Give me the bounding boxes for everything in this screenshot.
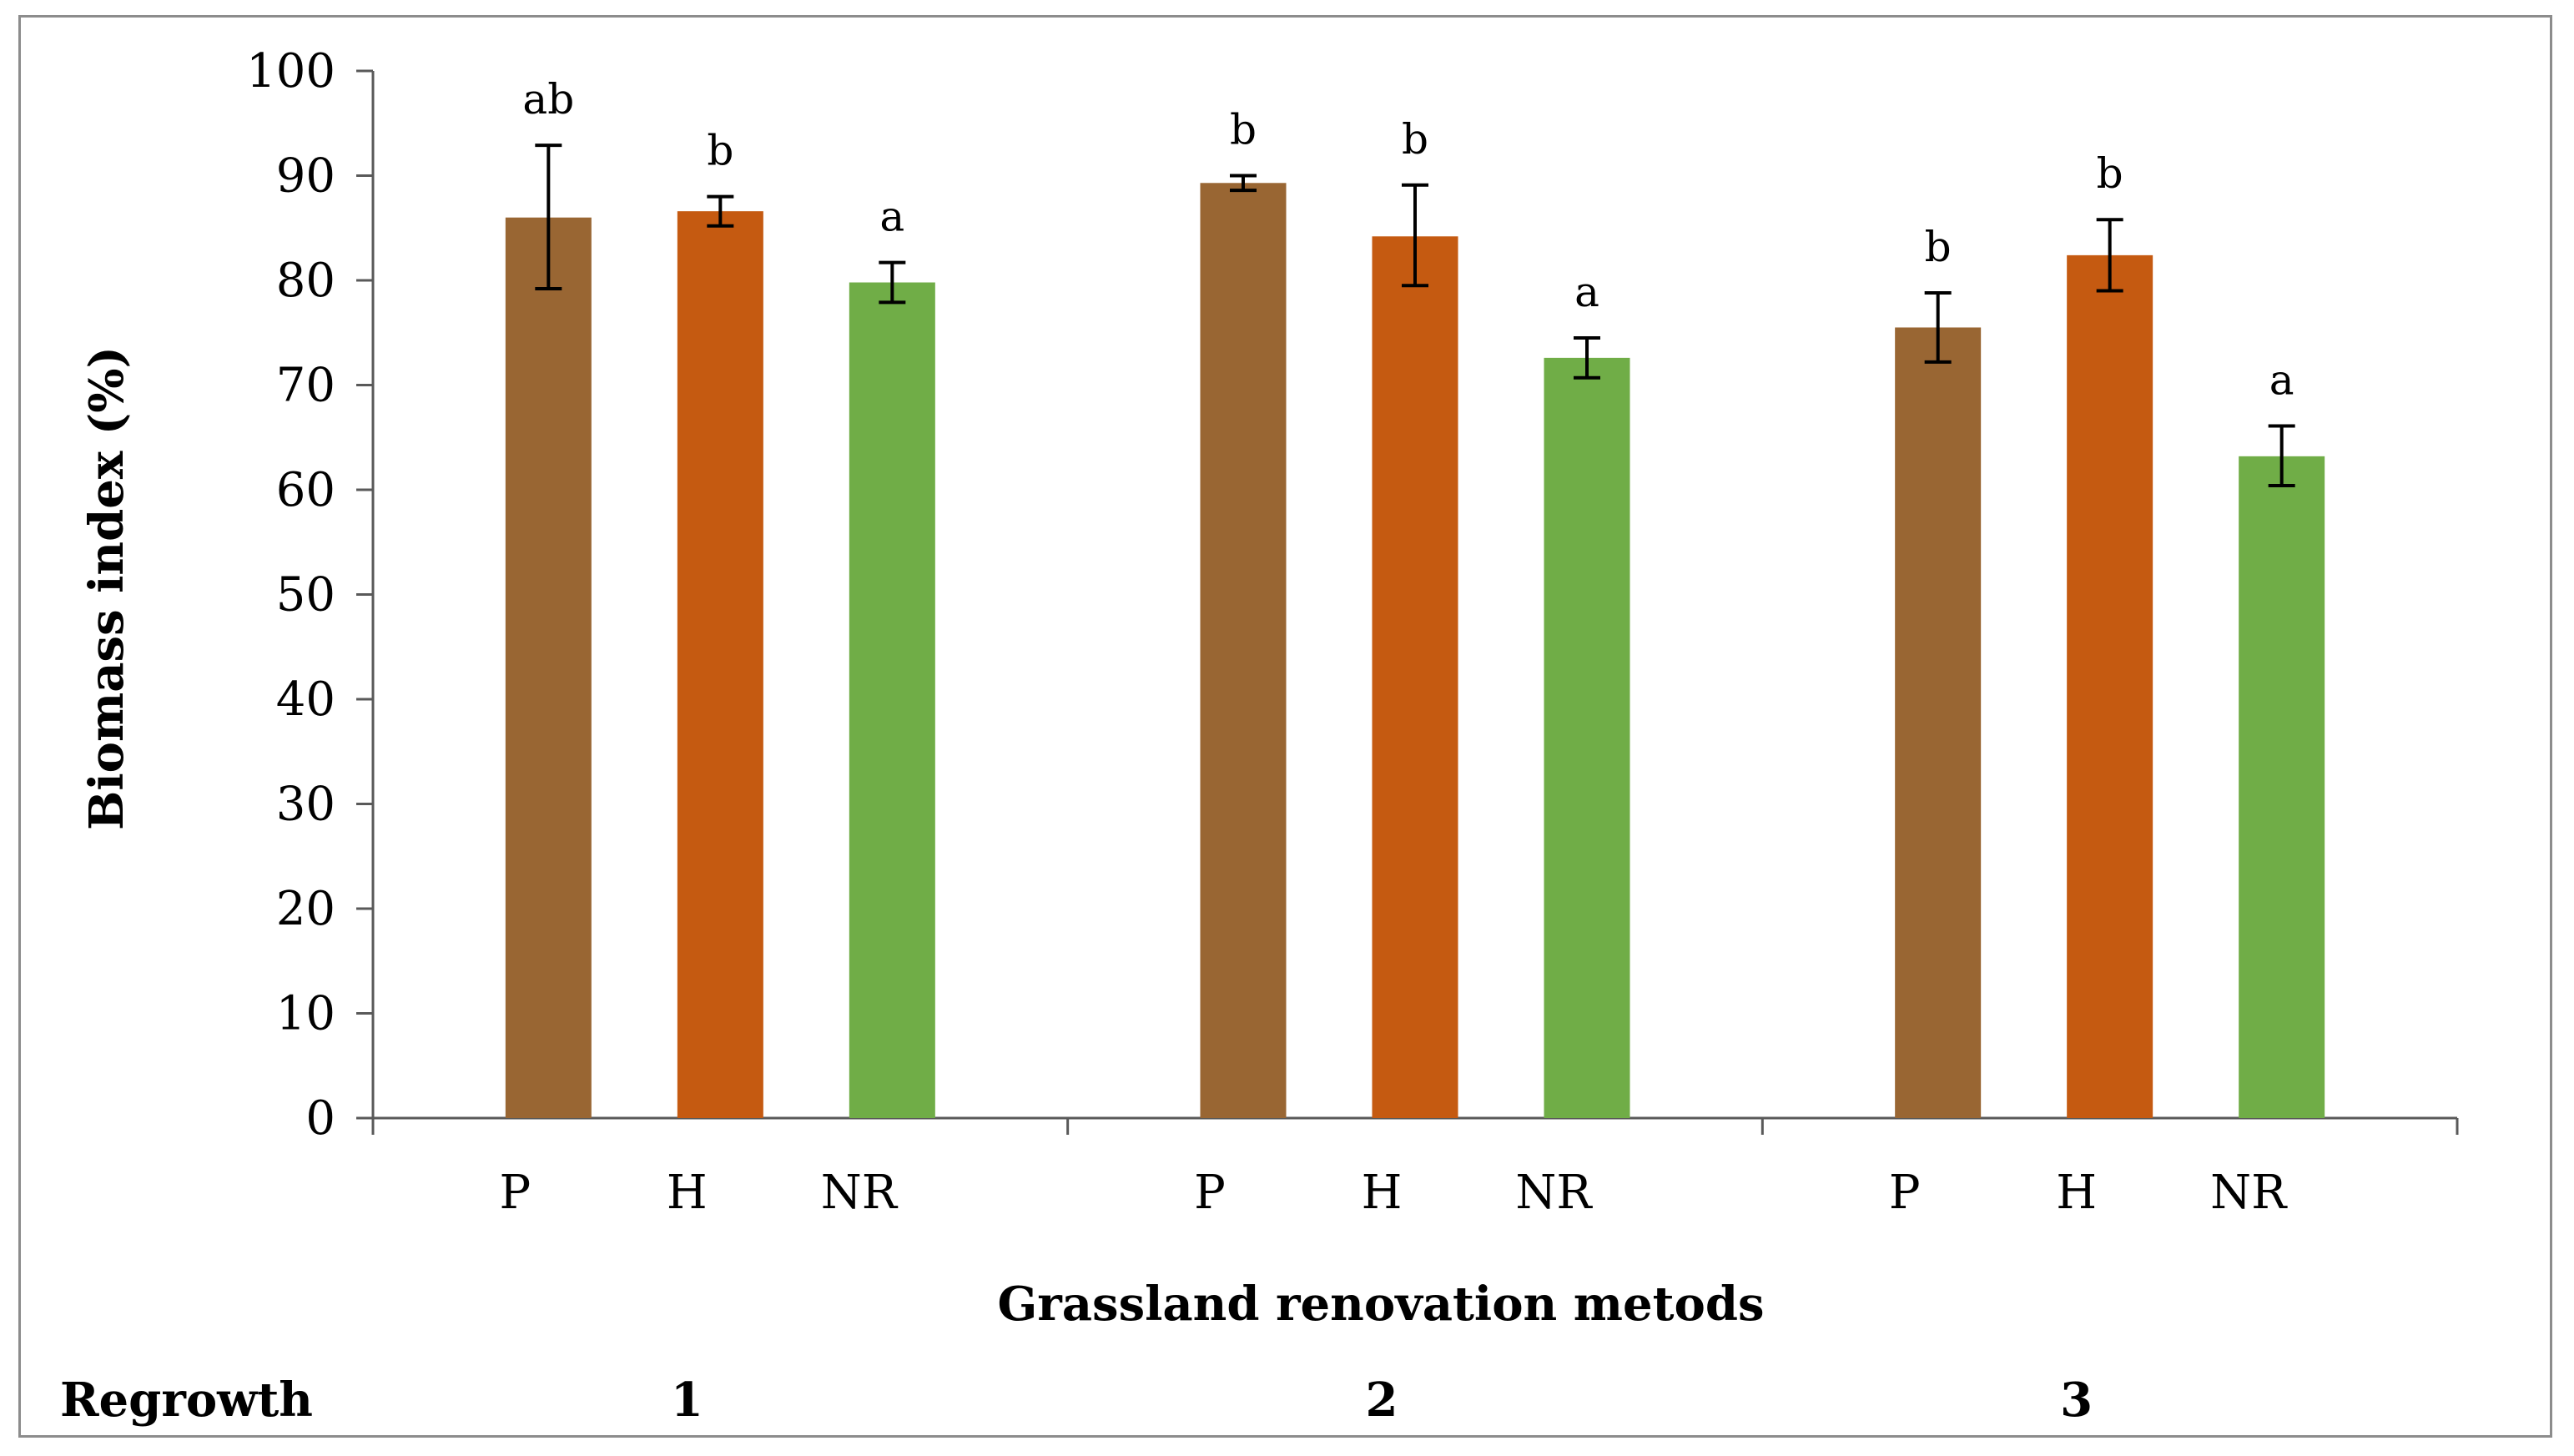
x-category-label: P	[1889, 1166, 1921, 1220]
x-axis-title: Grassland renovation metods	[997, 1277, 1764, 1332]
regrowth-number: 2	[1366, 1373, 1398, 1428]
bar-h	[1372, 236, 1458, 1118]
significance-letter: a	[2269, 355, 2294, 404]
axis-labels: Biomass index (%) Grassland renovation m…	[60, 346, 1765, 1428]
bars	[505, 183, 2325, 1119]
y-tick-label: 90	[276, 149, 335, 204]
regrowth-number: 1	[671, 1373, 703, 1428]
bar-p	[1200, 183, 1287, 1118]
x-category-label: P	[499, 1166, 531, 1220]
y-tick-label: 100	[246, 44, 335, 98]
x-category-label: NR	[821, 1166, 899, 1220]
y-tick-label: 50	[276, 568, 335, 622]
regrowth-label: Regrowth	[60, 1373, 313, 1428]
bar-p	[505, 217, 592, 1119]
regrowth-number: 3	[2060, 1373, 2093, 1428]
y-tick-label: 0	[305, 1091, 335, 1146]
x-category-label: H	[1362, 1166, 1403, 1220]
y-tick-label: 80	[276, 254, 335, 308]
y-tick-label: 30	[276, 778, 335, 832]
significance-letter: ab	[522, 75, 574, 123]
y-tick-label: 40	[276, 673, 335, 727]
x-category-label: H	[667, 1166, 708, 1220]
y-tick-label: 60	[276, 463, 335, 517]
bar-nr	[849, 282, 935, 1118]
bar-h	[2067, 254, 2153, 1118]
bar-nr	[1544, 357, 1630, 1118]
x-category-label: P	[1194, 1166, 1226, 1220]
bar-h	[677, 211, 763, 1118]
significance-letter: a	[879, 193, 904, 241]
significance-letter: a	[1574, 268, 1599, 316]
y-tick-label: 70	[276, 359, 335, 413]
x-category-label: NR	[1515, 1166, 1593, 1220]
y-tick-label: 20	[276, 882, 335, 936]
x-category-label: H	[2056, 1166, 2097, 1220]
significance-letter: b	[1230, 106, 1257, 154]
significance-letter: b	[2097, 149, 2123, 198]
bar-nr	[2239, 456, 2325, 1118]
y-tick-label: 10	[276, 987, 335, 1041]
significance-letter: b	[1925, 223, 1952, 271]
significance-letter: b	[707, 127, 733, 175]
y-axis-title: Biomass index (%)	[79, 346, 134, 830]
x-category-label: NR	[2210, 1166, 2288, 1220]
error-bars	[535, 144, 2295, 487]
bar-p	[1895, 327, 1982, 1119]
significance-letter: b	[1402, 115, 1428, 164]
